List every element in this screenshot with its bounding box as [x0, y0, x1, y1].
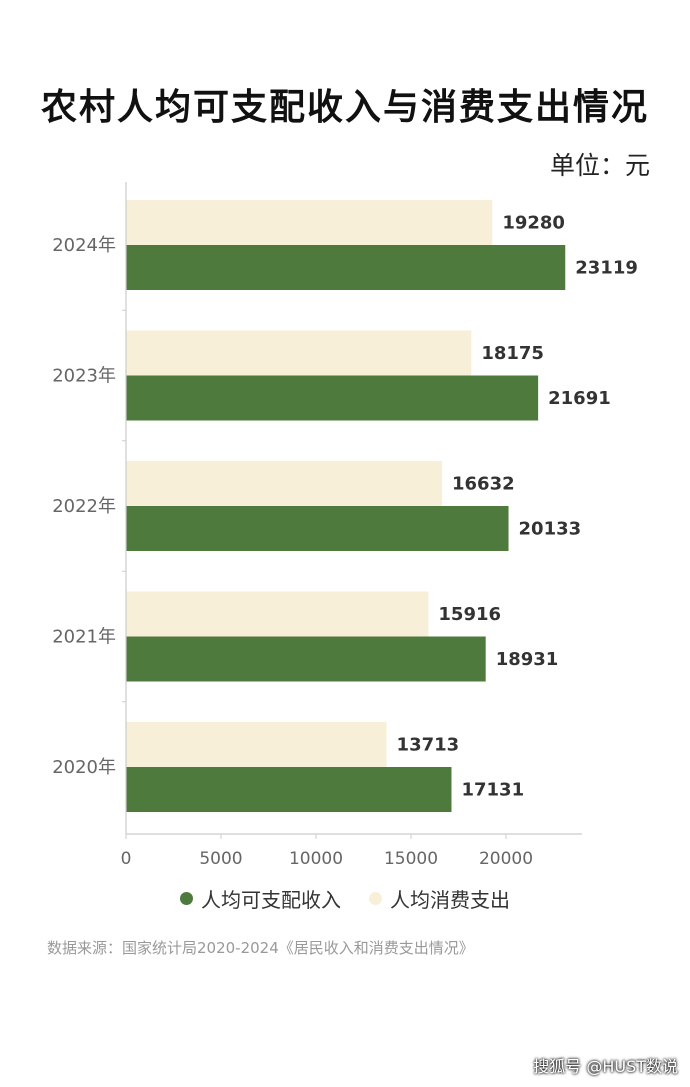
value-label-consumption-2: 16632 — [452, 474, 515, 495]
bar-income-1 — [126, 375, 539, 421]
legend-label-income: 人均可支配收入 — [201, 888, 341, 912]
category-label-0: 2024年 — [52, 235, 116, 256]
source-note: 数据来源：国家统计局2020-2024《居民收入和消费支出情况》 — [47, 939, 474, 957]
value-label-consumption-0: 19280 — [502, 213, 565, 234]
value-label-income-3: 18931 — [496, 649, 559, 670]
unit-label: 单位：元 — [549, 151, 650, 180]
value-label-consumption-1: 18175 — [481, 343, 544, 364]
bar-income-4 — [126, 767, 452, 812]
bar-consumption-0 — [126, 200, 493, 245]
category-label-3: 2021年 — [52, 627, 116, 648]
legend: 人均可支配收入 人均消费支出 — [0, 884, 690, 913]
bar-consumption-4 — [126, 722, 387, 767]
legend-label-consumption: 人均消费支出 — [390, 888, 510, 912]
category-label-2: 2022年 — [52, 496, 116, 517]
value-label-income-0: 23119 — [575, 258, 638, 279]
x-tick-label-1: 5000 — [199, 849, 242, 869]
bar-income-3 — [126, 636, 486, 682]
bars-layer — [126, 200, 566, 812]
legend-item-income: 人均可支配收入 — [180, 884, 341, 913]
value-label-income-1: 21691 — [548, 388, 611, 409]
bar-consumption-2 — [126, 461, 443, 506]
value-label-income-4: 17131 — [461, 780, 524, 801]
value-label-income-2: 20133 — [519, 519, 582, 540]
x-tick-label-3: 15000 — [384, 849, 438, 869]
x-tick-label-4: 20000 — [479, 849, 533, 869]
bar-income-0 — [126, 245, 566, 290]
bar-consumption-1 — [126, 330, 472, 376]
x-tick-label-2: 10000 — [289, 849, 343, 869]
labels-layer: 19280 23119 2024年 18175 21691 2023年 16632 20133… — [52, 213, 638, 801]
axis-layer: 0 5000 10000 15000 20000 — [121, 182, 582, 869]
bar-consumption-3 — [126, 591, 429, 637]
bar-income-2 — [126, 506, 509, 551]
chart-title: 农村人均可支配收入与消费支出情况 — [40, 86, 649, 128]
legend-swatch-consumption — [369, 892, 382, 905]
category-label-1: 2023年 — [52, 366, 116, 387]
watermark: 搜狐号 @HUST数说 — [533, 1057, 678, 1076]
legend-swatch-income — [180, 892, 193, 905]
category-label-4: 2020年 — [52, 757, 116, 778]
value-label-consumption-4: 13713 — [397, 735, 460, 756]
bar-chart: 19280 23119 2024年 18175 21691 2023年 16632 20133… — [52, 182, 638, 869]
value-label-consumption-3: 15916 — [438, 604, 501, 625]
x-tick-label-0: 0 — [121, 849, 132, 869]
legend-item-consumption: 人均消费支出 — [369, 884, 510, 913]
